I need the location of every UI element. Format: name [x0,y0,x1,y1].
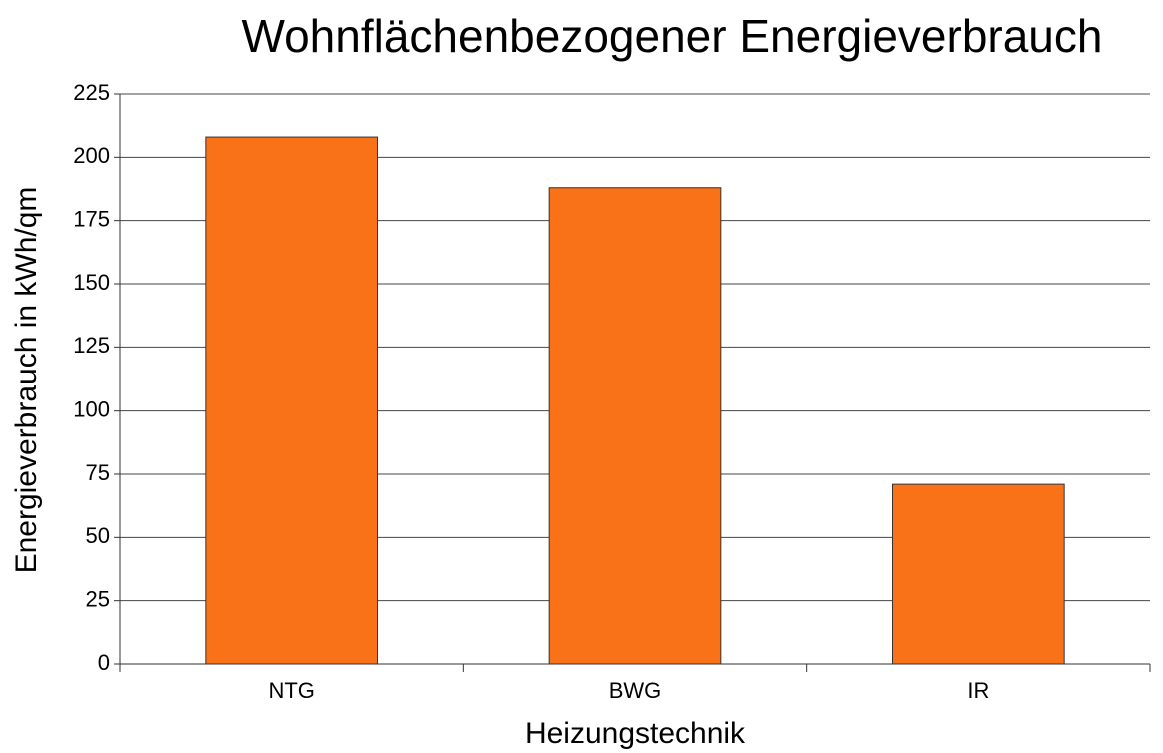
y-tick-label: 175 [73,206,110,231]
bar [892,483,1065,665]
y-axis-label: Energieverbrauch in kWh/qm [10,187,43,574]
bar [205,136,378,665]
y-tick-label: 100 [73,396,110,421]
bar [548,187,722,665]
y-tick-label: 225 [73,80,110,105]
chart-title: Wohnflächenbezogener Energieverbrauch [242,10,1103,62]
x-axis-label: Heizungstechnik [525,717,746,750]
y-tick-label: 25 [86,586,110,611]
y-tick-label: 200 [73,143,110,168]
y-tick-label: 0 [98,650,110,675]
y-tick-label: 75 [86,460,110,485]
x-tick-label: IR [967,678,989,703]
y-tick-label: 50 [86,523,110,548]
x-tick-label: NTG [268,678,314,703]
y-tick-label: 150 [73,270,110,295]
y-tick-label: 125 [73,333,110,358]
x-tick-label: BWG [609,678,662,703]
